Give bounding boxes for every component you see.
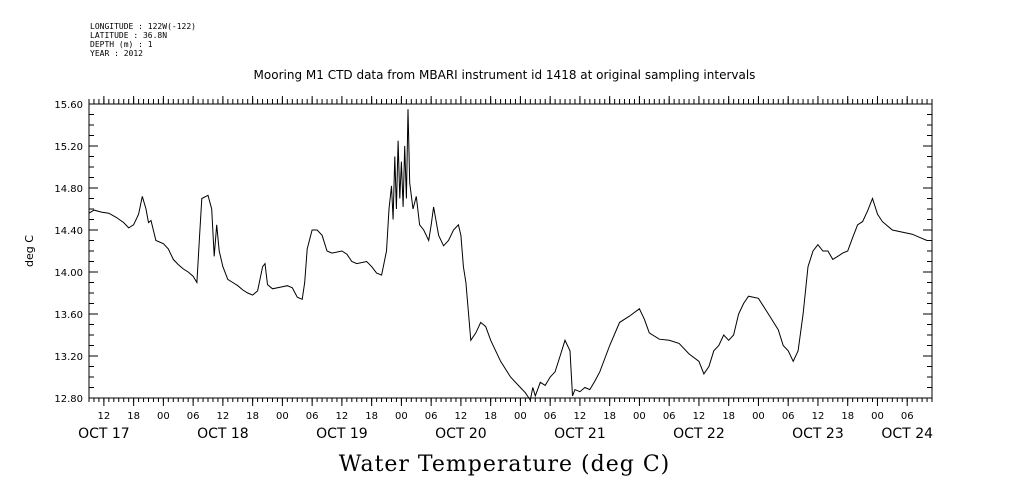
x-tick-label: 12 [812, 411, 825, 422]
x-tick-label: 00 [514, 411, 527, 422]
y-tick-label: 15.60 [54, 100, 83, 111]
x-day-label: OCT 17 [78, 426, 130, 442]
x-tick-label: 12 [574, 411, 587, 422]
x-tick-label: 06 [306, 411, 319, 422]
x-tick-label: 12 [98, 411, 111, 422]
plot-frame [88, 103, 933, 399]
x-tick-label: 06 [544, 411, 557, 422]
x-tick-label: 18 [127, 411, 140, 422]
x-tick-label: 00 [276, 411, 289, 422]
year-label: YEAR : 2012 [90, 49, 143, 58]
y-tick-label: 14.40 [54, 226, 83, 237]
x-tick-label: 00 [395, 411, 408, 422]
temperature-series-line [88, 109, 928, 402]
x-day-label: OCT 23 [792, 426, 844, 442]
x-day-label: OCT 21 [554, 426, 606, 442]
y-tick-label: 14.80 [54, 184, 83, 195]
x-tick-label: 18 [484, 411, 497, 422]
x-tick-label: 18 [365, 411, 378, 422]
y-tick-label: 14.00 [54, 268, 83, 279]
x-tick-label: 18 [722, 411, 735, 422]
x-tick-label: 06 [425, 411, 438, 422]
x-day-label: OCT 22 [673, 426, 725, 442]
depth-label: DEPTH (m) : 1 [90, 40, 153, 49]
x-tick-label: 06 [663, 411, 676, 422]
x-tick-label: 00 [633, 411, 646, 422]
metadata-block: LONGITUDE : 122W(-122) LATITUDE : 36.8N … [90, 22, 196, 58]
x-tick-label: 12 [455, 411, 468, 422]
x-tick-label: 12 [217, 411, 230, 422]
x-tick-label: 18 [603, 411, 616, 422]
y-tick-label: 13.60 [54, 310, 83, 321]
x-tick-label: 00 [871, 411, 884, 422]
x-day-label: OCT 18 [197, 426, 249, 442]
x-tick-label: 12 [336, 411, 349, 422]
y-tick-label: 15.20 [54, 142, 83, 153]
x-tick-label: 00 [157, 411, 170, 422]
y-axis-label: deg C [23, 235, 36, 267]
chart-title: Water Temperature (deg C) [338, 452, 671, 477]
x-tick-label: 12 [693, 411, 706, 422]
x-tick-label: 18 [246, 411, 259, 422]
x-tick-label: 06 [782, 411, 795, 422]
x-day-label: OCT 19 [316, 426, 368, 442]
x-day-label: OCT 24 [881, 426, 933, 442]
y-tick-label: 12.80 [54, 394, 83, 405]
latitude-label: LATITUDE : 36.8N [90, 31, 168, 40]
x-tick-label: 18 [841, 411, 854, 422]
y-tick-label: 13.20 [54, 352, 83, 363]
x-tick-label: 00 [752, 411, 765, 422]
longitude-label: LONGITUDE : 122W(-122) [90, 22, 196, 31]
x-tick-label: 06 [187, 411, 200, 422]
x-day-label: OCT 20 [435, 426, 487, 442]
x-tick-label: 06 [901, 411, 914, 422]
chart-header-title: Mooring M1 CTD data from MBARI instrumen… [253, 68, 756, 82]
